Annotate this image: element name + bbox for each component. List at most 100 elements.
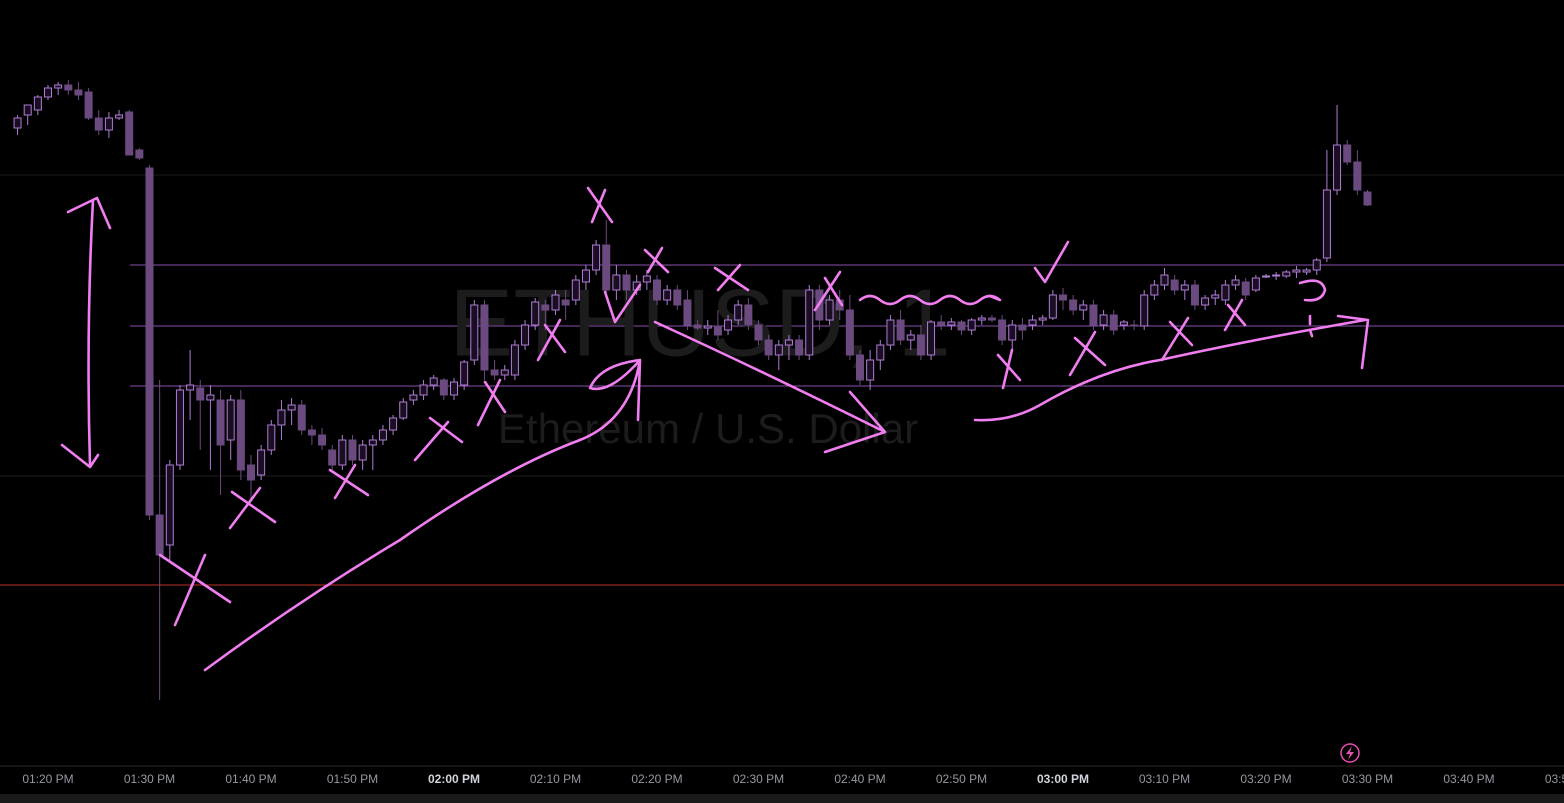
replay-icon[interactable] [1340, 743, 1360, 763]
x-tick-label: 03:10 PM [1139, 772, 1190, 786]
candle-body [33, 96, 42, 111]
candle-body [906, 334, 915, 341]
candle-body [54, 84, 63, 89]
candle-body [84, 91, 93, 119]
candle-body [1343, 144, 1352, 163]
candle-body [1140, 294, 1149, 327]
candle-body [1363, 191, 1372, 206]
candle-body [1201, 297, 1210, 306]
candle-body [1262, 275, 1270, 278]
candle-body [876, 344, 885, 361]
candle-body [561, 299, 570, 306]
candle-body [1059, 294, 1067, 301]
candle-body [186, 384, 195, 391]
candle-body [602, 244, 611, 291]
candle-body [1160, 274, 1169, 286]
annotation [653, 320, 887, 454]
candle-body [703, 325, 712, 329]
candle-body [896, 319, 905, 341]
candle-body [1109, 314, 1118, 331]
candle-body [1312, 259, 1321, 271]
x-tick-label: 02:40 PM [834, 772, 885, 786]
candle-body [125, 111, 134, 156]
lightning-icon [1346, 746, 1354, 760]
candle-body [64, 84, 73, 91]
candle-body [104, 117, 113, 131]
candle-body [1302, 269, 1311, 273]
candle-body [744, 304, 753, 326]
annotation [603, 246, 844, 324]
x-tick-label: 03:40 PM [1443, 772, 1494, 786]
candle-body [470, 304, 479, 361]
candle-body [1272, 274, 1281, 277]
candle-body [1069, 299, 1078, 311]
candle-body [389, 417, 398, 431]
candle-body [663, 289, 672, 301]
candle-body [13, 117, 22, 129]
x-tick-label: 01:30 PM [124, 772, 175, 786]
candle-body [916, 334, 925, 356]
candle-body [521, 324, 530, 346]
candle-body [957, 321, 966, 331]
annotation [228, 186, 614, 530]
candle-body [165, 464, 174, 546]
candle-body [937, 321, 946, 326]
candle-body [1099, 314, 1108, 326]
bottom-bar [0, 794, 1564, 803]
candle-body [490, 369, 499, 376]
x-tick-label: 02:20 PM [631, 772, 682, 786]
candle-body [1190, 284, 1199, 306]
candle-body [927, 321, 936, 356]
candle-body [1231, 279, 1240, 286]
candle-body [297, 404, 306, 431]
candle-body [247, 464, 255, 481]
candle-body [1089, 304, 1098, 326]
replay-button[interactable] [1340, 743, 1360, 763]
candle-body [784, 339, 793, 346]
candle-body [805, 289, 814, 356]
candle-body [196, 387, 205, 401]
annotation [1298, 279, 1327, 338]
time-axis: 01:20 PM 01:30 PM 01:40 PM 01:50 PM 02:00 PM… [22, 772, 1564, 786]
candle-body [450, 381, 458, 396]
candle-body [683, 299, 692, 326]
candle-body [115, 114, 124, 119]
candle-body [845, 309, 854, 356]
watermark-description: Ethereum / U.S. Dollar [498, 405, 918, 452]
candle-body [1211, 294, 1220, 299]
candle-body [328, 449, 337, 466]
candle-body [531, 301, 540, 326]
candle-body [713, 325, 722, 336]
annotation [996, 240, 1107, 390]
candle-body [1353, 161, 1362, 191]
candle-body [977, 317, 986, 321]
candle-body [23, 104, 32, 116]
watermark-symbol: ETHUSD, 1 [449, 269, 950, 376]
candle-body [642, 275, 651, 283]
candle-body [1292, 269, 1301, 273]
x-tick-label: 03:00 PM [1037, 772, 1089, 786]
x-tick-label: 01:50 PM [327, 772, 378, 786]
x-tick-label: 02:10 PM [530, 772, 581, 786]
candle-body [510, 344, 519, 376]
candle-body [378, 429, 387, 441]
candle-body [551, 294, 560, 311]
candle-body [856, 354, 864, 381]
candle-body [866, 359, 875, 381]
candle-body [1018, 324, 1027, 331]
x-tick-label: 03:20 PM [1240, 772, 1291, 786]
candle-body [653, 279, 661, 301]
candle-body [1048, 294, 1057, 319]
candle-body [581, 269, 590, 283]
candle-body [1333, 144, 1342, 191]
candle-body [987, 317, 996, 321]
candle-body [1130, 324, 1139, 327]
candle-body [216, 399, 225, 446]
candle-body [257, 449, 266, 476]
annotation [858, 294, 1002, 306]
candle-body [236, 399, 245, 471]
candle-body [541, 304, 550, 311]
annotation [60, 196, 112, 469]
